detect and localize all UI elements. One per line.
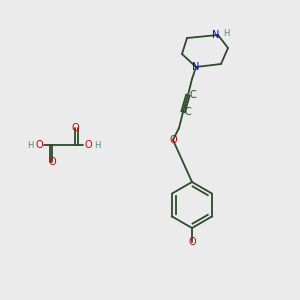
Text: C: C (190, 90, 196, 100)
Text: O: O (35, 140, 43, 150)
Text: C: C (184, 107, 191, 117)
Text: N: N (192, 62, 200, 72)
Text: O: O (48, 157, 56, 167)
Text: O: O (71, 123, 79, 133)
Text: O: O (188, 237, 196, 247)
Text: N: N (212, 30, 220, 40)
Text: H: H (94, 140, 100, 149)
Text: H: H (223, 28, 229, 38)
Text: O: O (169, 135, 177, 145)
Text: O: O (84, 140, 92, 150)
Text: H: H (27, 140, 33, 149)
